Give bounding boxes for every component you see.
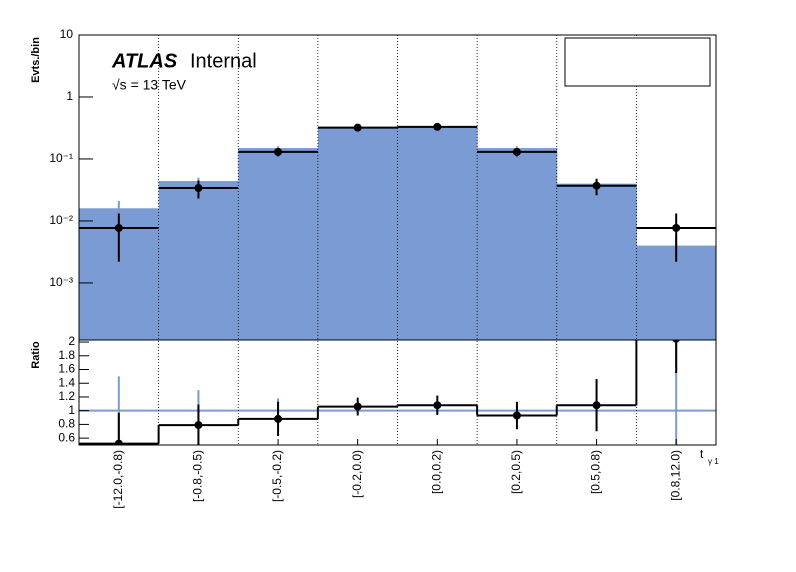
ratio-y-tick-label: 1 — [68, 403, 75, 417]
x-tick-label: [-0.5,-0.2) — [270, 450, 284, 502]
vr-point — [592, 181, 601, 190]
vr-point — [353, 123, 362, 132]
ratio-point — [194, 421, 203, 430]
legend-box — [564, 37, 711, 87]
ratio-y-tick-label: 0.6 — [58, 430, 75, 444]
ratio-frame — [78, 339, 717, 446]
ratio-y-tick-label: 1.2 — [58, 389, 75, 403]
x-tick-label: [-12.0,-0.8) — [111, 450, 125, 509]
vr-point — [672, 223, 681, 232]
vr-point — [194, 184, 203, 193]
cr-bar — [556, 183, 637, 340]
vr-point — [433, 122, 442, 131]
x-tick-label: [0.5,0.8) — [589, 450, 603, 494]
x-axis-label-sub: γ 1 — [708, 457, 719, 466]
ratio-point — [672, 340, 680, 343]
status-label: Internal — [190, 50, 257, 72]
ratio-point — [592, 401, 601, 410]
ratio-y-tick-label: 1.6 — [58, 362, 75, 376]
vr-point — [512, 147, 521, 156]
x-tick-label: [-0.8,-0.5) — [191, 450, 205, 502]
x-axis-label: t — [700, 447, 704, 461]
x-tick-label: [-0.2,0.0) — [350, 450, 364, 498]
ratio-point — [353, 402, 362, 411]
ratio-y-tick-label: 2 — [68, 334, 75, 348]
y-tick-label: 10⁻¹ — [49, 151, 73, 165]
x-tick-label: [0.8,12.0) — [668, 450, 682, 501]
ratio-point — [274, 414, 283, 423]
atlas-label: ATLAS — [111, 50, 178, 72]
ratio-y-tick-label: 1.8 — [58, 348, 75, 362]
y-tick-label: 1 — [66, 89, 73, 103]
y-tick-label: 10 — [60, 27, 74, 41]
ratio-axis-label: Ratio — [30, 341, 42, 369]
cr-bar — [477, 148, 558, 340]
y-axis-label: Evts./bin — [30, 37, 42, 83]
main-pad — [79, 122, 716, 340]
cr-bar — [158, 181, 239, 340]
energy-label: √s = 13 TeV — [112, 77, 187, 93]
ratio-y-tick-label: 0.8 — [58, 417, 75, 431]
ratio-y-tick-label: 1.4 — [58, 375, 75, 389]
ratio-point — [433, 401, 442, 410]
vr-point — [274, 147, 283, 156]
cr-bar — [238, 148, 319, 340]
y-tick-label: 10⁻³ — [49, 275, 73, 289]
ratio-point — [512, 411, 521, 420]
x-tick-label: [0.2,0.5) — [509, 450, 523, 494]
x-tick-label: [0.0,0.2) — [429, 450, 443, 494]
vr-point — [114, 223, 123, 232]
cr-bar — [397, 126, 478, 340]
y-tick-label: 10⁻² — [49, 213, 73, 227]
cr-bar — [317, 126, 398, 340]
